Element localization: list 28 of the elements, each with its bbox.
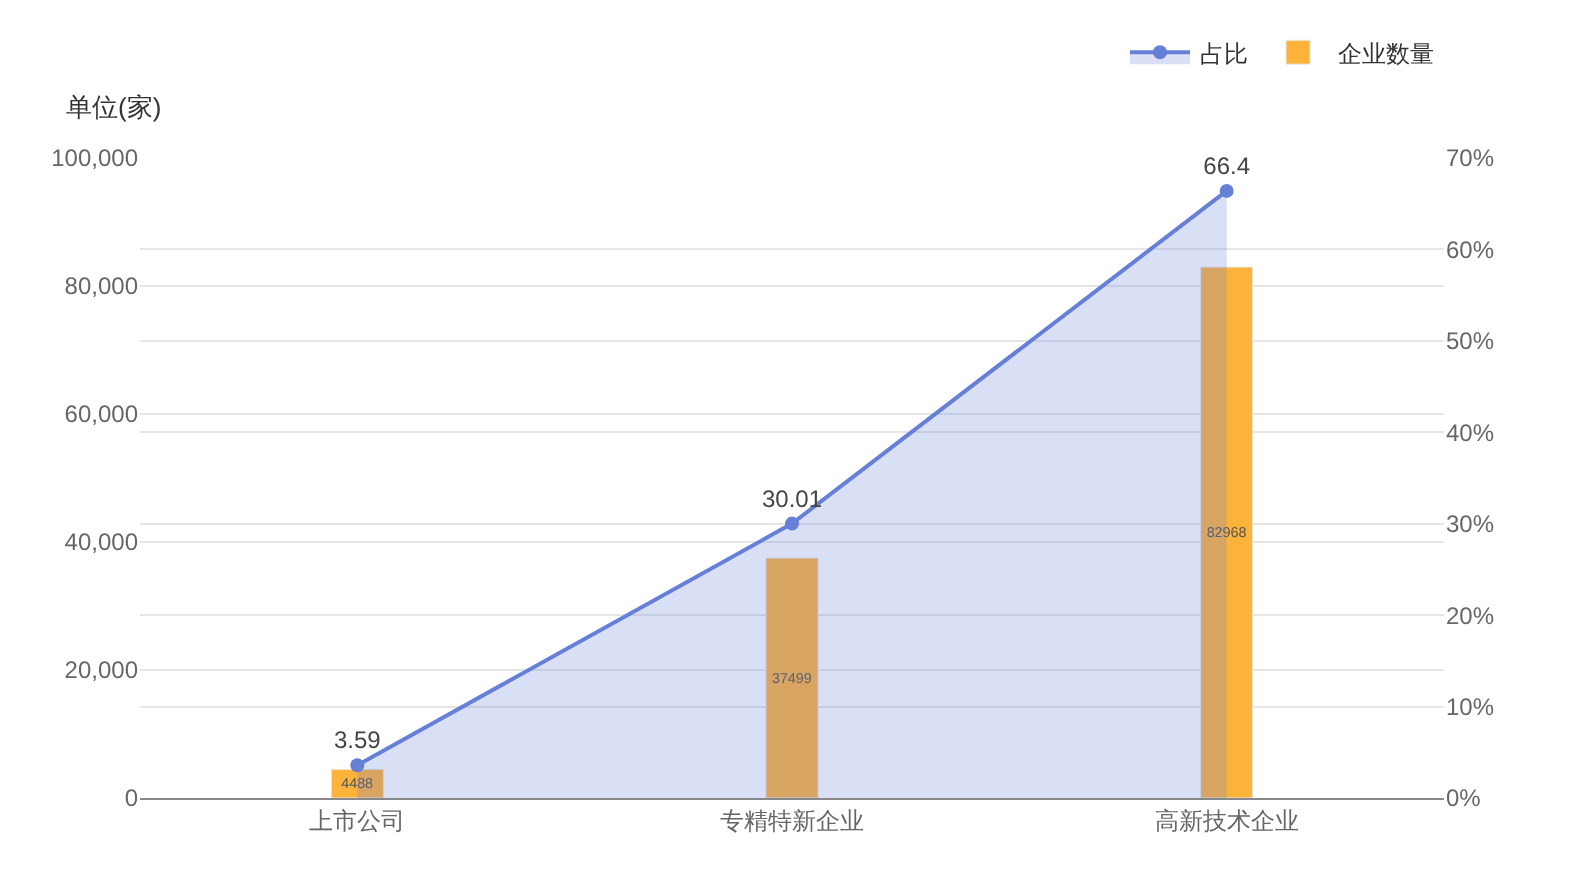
data-label: 30.01	[761, 484, 823, 513]
y2-tick-label: 0%	[1446, 784, 1482, 813]
y-tick-label: 80,000	[64, 272, 139, 301]
y-tick-label: 0	[124, 784, 139, 813]
y-axis-title: 单位(家)	[66, 92, 162, 122]
y-tick-label: 60,000	[64, 400, 139, 429]
y2-tick-label: 20%	[1446, 601, 1495, 630]
y-tick-label: 40,000	[64, 528, 139, 557]
y-tick-label: 20,000	[64, 656, 139, 685]
data-label: 3.59	[333, 726, 382, 755]
legend-label: 占比	[1200, 39, 1248, 68]
y2-tick-label: 30%	[1446, 510, 1495, 539]
x-tick-label: 高新技术企业	[1154, 806, 1299, 835]
point	[785, 516, 799, 531]
y2-tick-label: 10%	[1446, 692, 1495, 721]
y2-tick-label: 70%	[1446, 144, 1495, 173]
y2-tick-label: 50%	[1446, 327, 1495, 356]
y2-tick-label: 60%	[1446, 235, 1495, 264]
x-tick-label: 专精特新企业	[720, 806, 864, 835]
data-label: 66.4	[1203, 152, 1251, 181]
bar	[765, 557, 819, 798]
bar	[1200, 266, 1254, 798]
point	[1219, 183, 1234, 198]
y2-tick-label: 40%	[1446, 418, 1495, 447]
x-tick-label: 上市公司	[309, 806, 406, 835]
y-tick-label: 100,000	[51, 144, 139, 173]
legend-label: 企业数量	[1338, 39, 1434, 68]
point	[350, 758, 365, 773]
